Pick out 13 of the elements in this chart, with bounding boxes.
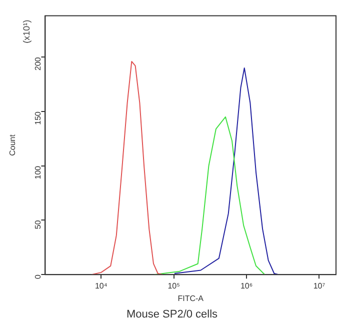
y-axis-title: Count [8, 134, 18, 156]
y-tick-label: 0 [33, 274, 42, 280]
y-tick-label: 100 [33, 165, 42, 180]
x-axis-title: FITC-A [178, 294, 204, 304]
text: (x10¹) [22, 20, 32, 44]
y-tick-label: 150 [33, 110, 42, 125]
x-tick-label: 10⁶ [240, 282, 253, 291]
y-tick-label: 200 [33, 56, 42, 70]
y-tick-label: 50 [33, 220, 42, 230]
x-tick-label: 10⁴ [94, 282, 108, 291]
x-tick-label: 10⁵ [168, 282, 180, 291]
text: Mouse SP2/0 cells [126, 308, 218, 320]
x-tick-label: 10⁷ [313, 282, 326, 291]
